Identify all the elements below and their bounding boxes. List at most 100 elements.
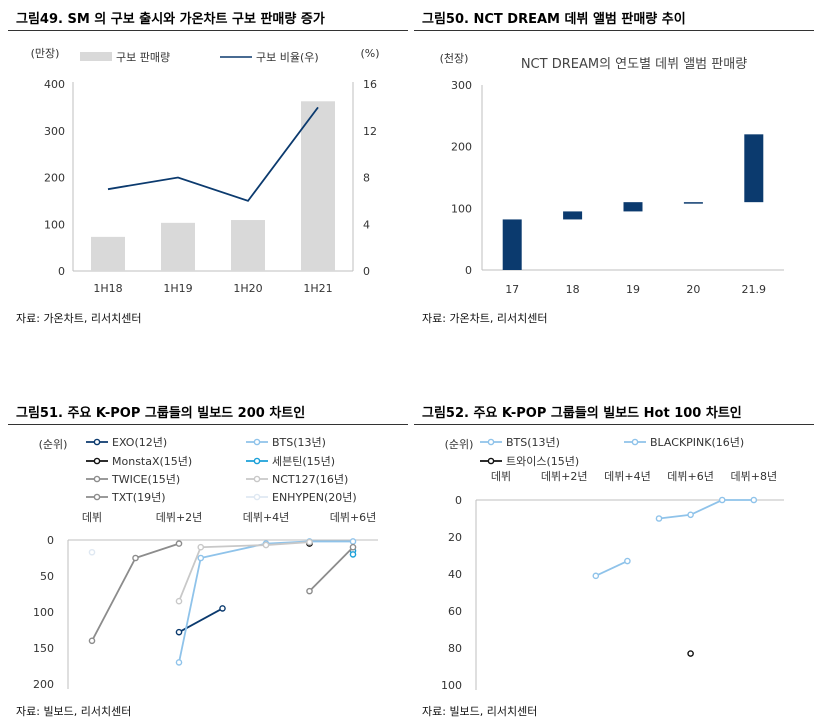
x-tick-label: 데뷔+2년 [541, 470, 588, 483]
series-line [178, 540, 353, 663]
legend-marker [93, 475, 101, 483]
y-tick-label: 50 [40, 570, 54, 583]
x-tick-label: 데뷔 [82, 511, 102, 524]
y-tick-label: 0 [47, 534, 54, 547]
data-point [132, 554, 139, 562]
title-rule [8, 424, 408, 425]
y-right-tick-label: 16 [363, 78, 377, 91]
x-tick-label: 17 [505, 283, 519, 296]
series-line [308, 546, 354, 592]
series-line [658, 499, 754, 520]
data-point [175, 540, 183, 547]
y-unit: (순위) [39, 438, 68, 451]
data-point [262, 541, 270, 549]
y-tick-label: 300 [44, 125, 65, 138]
y-tick-label: 60 [448, 605, 462, 618]
panel-billboard-200: 그림51. 주요 K-POP 그룹들의 빌보드 200 차트인 (순위) EXO(… [8, 395, 408, 722]
y-tick-label: 100 [33, 606, 54, 619]
legend-marker [631, 438, 639, 446]
legend-marker [93, 438, 101, 446]
y-tick-label: 20 [448, 531, 462, 544]
y-tick-label: 100 [451, 202, 472, 215]
bar-sales [91, 236, 125, 271]
x-tick-label: 21.9 [742, 283, 767, 296]
y-tick-label: 80 [448, 642, 462, 655]
y-tick-label: 300 [451, 79, 472, 92]
x-tick-label: 데뷔+4년 [243, 511, 290, 524]
chart-hot-100: (순위) BTS(13년) BLACKPINK(16년) 트와이스(15년) 데뷔 데뷔+… [441, 436, 784, 692]
legend-label: BLACKPINK(16년) [650, 436, 744, 449]
x-tick-label: 20 [686, 283, 700, 296]
title-rule [8, 30, 408, 31]
legend-label: EXO(12년) [112, 436, 167, 449]
y-left-unit: (만장) [31, 47, 60, 60]
waterfall-bar [744, 134, 764, 203]
data-point [306, 538, 313, 546]
x-tick-label: 데뷔+4년 [604, 470, 651, 483]
chart-sm-sales: (만장) (%) 구보 판매량 구보 비율(우) 0 100 200 300 400 0 4 8 12 1… [31, 47, 380, 295]
data-point [175, 597, 183, 605]
y-tick-label: 40 [448, 568, 462, 581]
legend-label: TXT(19년) [111, 491, 165, 504]
legend-label: TWICE(15년) [111, 473, 180, 486]
data-point [306, 587, 313, 595]
y-tick-label: 200 [44, 172, 65, 185]
y-unit: (천장) [440, 51, 469, 65]
legend-marker [253, 493, 261, 501]
waterfall-bar [623, 202, 643, 212]
data-point [687, 650, 694, 657]
data-point [349, 551, 357, 558]
data-point [197, 554, 205, 562]
data-point [624, 557, 631, 565]
legend-label: 세븐틴(15년) [272, 455, 335, 468]
waterfall-bar [683, 202, 703, 204]
y-right-tick-label: 4 [363, 218, 370, 231]
legend-marker [487, 438, 495, 446]
y-tick-label: 100 [441, 679, 462, 692]
legend-label: 구보 판매량 [116, 51, 170, 64]
legend-label: 구보 비율(우) [256, 51, 319, 64]
x-tick-label: 데뷔+2년 [156, 511, 203, 524]
y-tick-label: 150 [33, 642, 54, 655]
chart-source: 자료: 빌보드, 리서치센터 [16, 705, 132, 718]
legend-marker [253, 457, 261, 465]
title-rule [414, 30, 814, 31]
data-point [592, 572, 600, 580]
y-tick-label: 0 [58, 265, 65, 278]
chart-nct-dream: (천장) NCT DREAM의 연도별 데뷔 앨범 판매량 0 100 200 300 17… [440, 51, 784, 296]
y-tick-label: 200 [451, 141, 472, 154]
data-point [750, 496, 758, 504]
legend-marker [253, 475, 261, 483]
chart-title: 그림50. NCT DREAM 데뷔 앨범 판매량 추이 [422, 12, 686, 27]
chart-title: 그림52. 주요 K-POP 그룹들의 빌보드 Hot 100 차트인 [422, 406, 742, 421]
data-point [718, 496, 726, 504]
waterfall-bar [502, 219, 522, 270]
line-ratio [107, 106, 319, 202]
legend-label: BTS(13년) [272, 436, 326, 449]
chart-inner-title: NCT DREAM의 연도별 데뷔 앨범 판매량 [521, 57, 747, 72]
x-tick-label: 데뷔+6년 [667, 470, 714, 483]
legend-marker [93, 493, 101, 501]
panel-nct-dream: 그림50. NCT DREAM 데뷔 앨범 판매량 추이 (천장) NCT DRE… [414, 0, 814, 340]
data-point [88, 637, 96, 645]
x-tick-label: 데뷔 [491, 470, 511, 483]
data-point [349, 538, 357, 545]
chart-source: 자료: 빌보드, 리서치센터 [422, 705, 538, 718]
data-point [219, 605, 226, 612]
data-point [687, 511, 694, 519]
chart-title: 그림51. 주요 K-POP 그룹들의 빌보드 200 차트인 [16, 406, 306, 421]
series-line [595, 560, 628, 577]
x-tick-label: 1H18 [93, 282, 122, 295]
legend-label: 트와이스(15년) [506, 455, 579, 468]
bar-sales [161, 222, 195, 271]
series-line [178, 541, 310, 602]
legend-marker [93, 457, 101, 465]
bar-sales [231, 220, 265, 271]
title-rule [414, 424, 814, 425]
y-tick-label: 100 [44, 218, 65, 231]
chart-source: 자료: 가온차트, 리서치센터 [16, 312, 142, 325]
bar-sales [301, 101, 335, 271]
panel-hot-100: 그림52. 주요 K-POP 그룹들의 빌보드 Hot 100 차트인 (순위)… [414, 395, 814, 722]
y-right-tick-label: 8 [363, 172, 370, 185]
x-tick-label: 1H19 [163, 282, 192, 295]
